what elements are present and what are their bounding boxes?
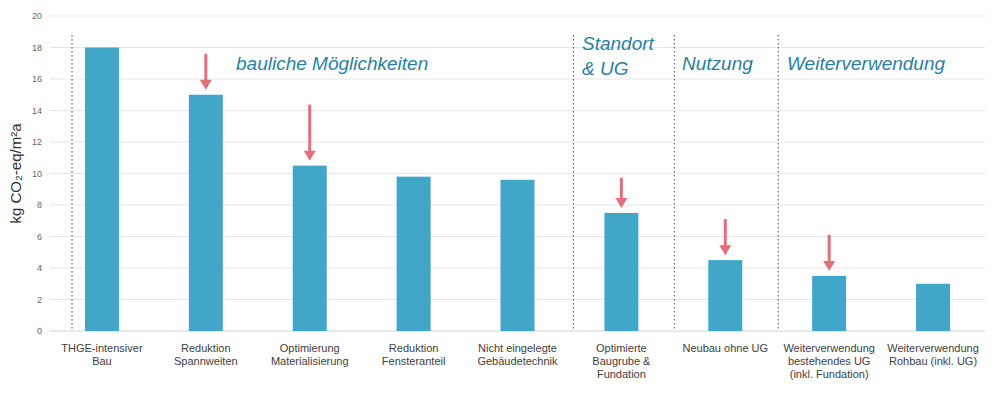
- tick-label: 4: [37, 263, 42, 273]
- category-label: Weiterverwendungbestehendes UG(inkl. Fun…: [783, 342, 875, 380]
- grid-line: [50, 79, 985, 80]
- separator: [72, 35, 73, 331]
- axis-title: kg CO₂-eq/m²a: [7, 123, 24, 224]
- annotation: Standort& UG: [582, 33, 655, 79]
- grid-line: [50, 47, 985, 48]
- bar: [916, 284, 950, 331]
- tick-label: 6: [37, 232, 42, 242]
- annotation: Weiterverwendung: [787, 53, 946, 74]
- highlight-arrow: [823, 235, 835, 271]
- category-label: ReduktionFensteranteil: [382, 342, 446, 367]
- bars: [85, 48, 950, 332]
- tick-label: 14: [32, 106, 42, 116]
- tick-label: 12: [32, 137, 42, 147]
- bar: [708, 260, 742, 331]
- category-label: THGE-intensiverBau: [61, 342, 143, 367]
- separator: [674, 35, 675, 331]
- category-label: Nicht eingelegteGebäudetechnik: [477, 342, 558, 367]
- category-label: ReduktionSpannweiten: [174, 342, 238, 367]
- highlight-arrow: [615, 178, 627, 208]
- tick-label: 0: [37, 326, 42, 336]
- category-label: OptimierteBaugrube &Fundation: [592, 342, 651, 380]
- annotation: bauliche Möglichkeiten: [236, 53, 428, 74]
- tick-label: 16: [32, 74, 42, 84]
- bar: [812, 276, 846, 331]
- tick-label: 8: [37, 200, 42, 210]
- bar: [397, 177, 431, 331]
- category-label: Neubau ohne UG: [682, 342, 768, 354]
- separator: [573, 35, 574, 331]
- bar: [501, 180, 535, 331]
- separator: [778, 35, 779, 331]
- category-label: WeiterverwendungRohbau (inkl. UG): [887, 342, 979, 367]
- bar: [189, 95, 223, 331]
- highlight-arrow: [304, 105, 316, 161]
- tick-label: 18: [32, 43, 42, 53]
- bar: [293, 166, 327, 331]
- grid-line: [50, 16, 985, 17]
- highlight-arrow: [200, 54, 212, 90]
- chart: 0 2 4 6 8 10 12 14 16 18 20 kg CO₂-eq/m²a THGE-inten…: [0, 0, 1000, 396]
- bar: [85, 48, 119, 332]
- tick-label: 20: [32, 11, 42, 21]
- category-label: OptimierungMaterialisierung: [271, 342, 349, 367]
- bar: [604, 213, 638, 331]
- annotation: Nutzung: [682, 53, 753, 74]
- tick-label: 2: [37, 295, 42, 305]
- highlight-arrow: [719, 219, 731, 255]
- tick-label: 10: [32, 169, 42, 179]
